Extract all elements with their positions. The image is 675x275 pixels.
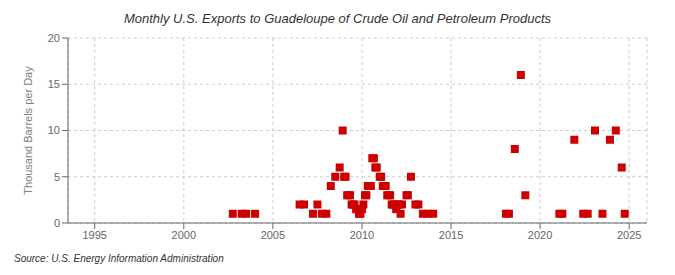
svg-text:5: 5 (54, 171, 60, 183)
svg-text:Thousand Barrels per Day: Thousand Barrels per Day (22, 66, 34, 195)
svg-text:15: 15 (48, 78, 60, 90)
svg-text:2015: 2015 (439, 229, 463, 241)
svg-text:2010: 2010 (350, 229, 374, 241)
svg-text:2020: 2020 (528, 229, 552, 241)
svg-text:20: 20 (48, 32, 60, 44)
svg-text:10: 10 (48, 124, 60, 136)
html-text:Monthly U.S. Exports to Guadel: Monthly U.S. Exports to Guadeloupe of Cr… (124, 11, 551, 26)
html-text:Source: U.S. Energy Informatio: Source: U.S. Energy Information Administ… (14, 253, 224, 264)
svg-text:2000: 2000 (172, 229, 196, 241)
svg-text:2025: 2025 (617, 229, 641, 241)
svg-text:0: 0 (54, 217, 60, 229)
svg-text:2005: 2005 (261, 229, 285, 241)
svg-text:1995: 1995 (82, 229, 106, 241)
